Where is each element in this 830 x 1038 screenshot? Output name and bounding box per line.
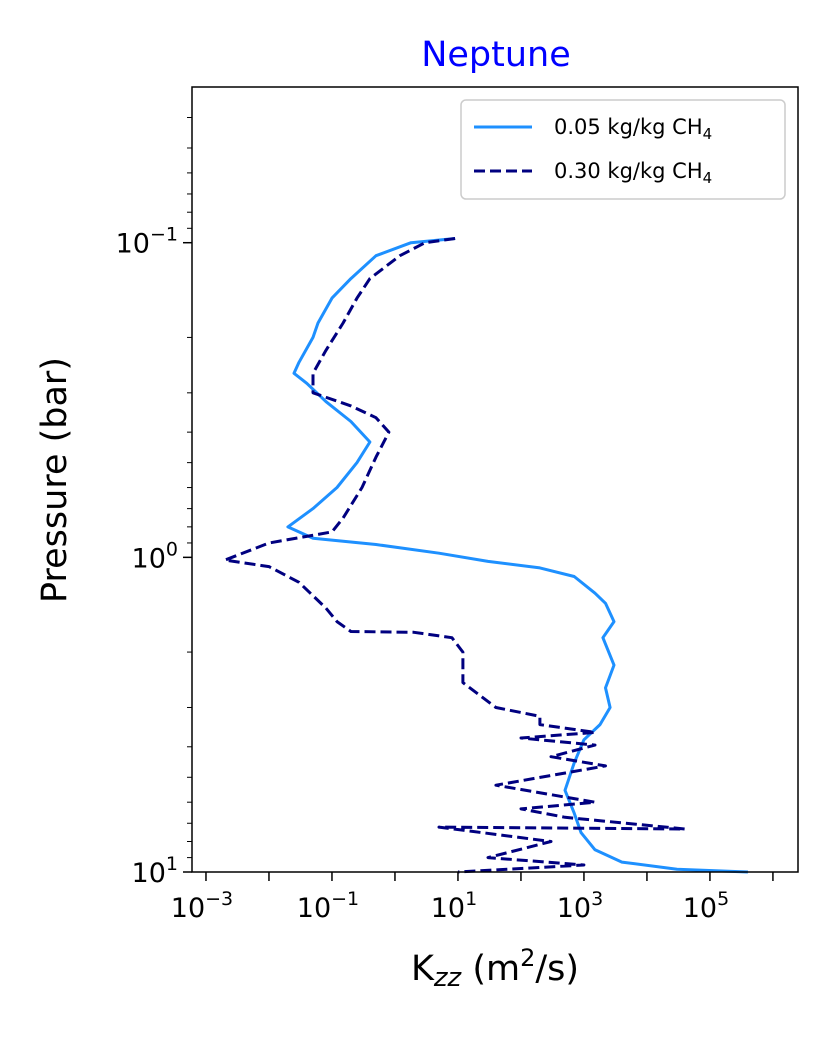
y-tick-base: 10 xyxy=(132,543,166,574)
series-line-solid xyxy=(286,237,748,874)
x-tick-exponent: −1 xyxy=(331,888,359,910)
x-tick-base: 10 xyxy=(683,893,717,924)
x-axis-label-main: K xyxy=(411,949,435,989)
x-axis-label-sub: zz xyxy=(433,963,463,993)
y-tick-base: 10 xyxy=(116,229,150,260)
x-tick-label: 10−3 xyxy=(171,888,233,924)
y-tick-label: 101 xyxy=(132,853,178,889)
x-tick-label: 105 xyxy=(683,888,729,924)
legend-box xyxy=(460,99,786,200)
x-tick-base: 10 xyxy=(557,893,591,924)
x-axis-label: Kzz (m2/s) xyxy=(411,944,579,993)
x-axis-label-sup: 2 xyxy=(520,944,535,972)
legend-label-1-sub: 4 xyxy=(703,169,713,187)
x-tick-base: 10 xyxy=(431,893,465,924)
x-tick-base: 10 xyxy=(297,893,331,924)
x-tick-label: 10−1 xyxy=(297,888,359,924)
x-tick-exponent: −3 xyxy=(205,888,233,910)
x-tick-exponent: 5 xyxy=(717,888,729,910)
x-tick-exponent: 3 xyxy=(591,888,603,910)
y-tick-label: 10−1 xyxy=(116,224,178,260)
legend: 0.05 kg/kg CH4 0.30 kg/kg CH4 xyxy=(460,99,786,200)
y-tick-exponent: 0 xyxy=(166,538,178,560)
legend-label-0-sub: 4 xyxy=(703,125,713,143)
y-tick-base: 10 xyxy=(132,858,166,889)
legend-label-0: 0.05 kg/kg CH4 xyxy=(554,115,712,143)
legend-label-0-text: 0.05 kg/kg CH xyxy=(554,115,703,139)
legend-label-1-text: 0.30 kg/kg CH xyxy=(554,159,703,183)
x-tick-exponent: 1 xyxy=(465,888,477,910)
x-tick-label: 103 xyxy=(557,888,603,924)
x-axis-label-unit-end: /s) xyxy=(535,949,579,989)
x-axis-ticks: 10−3 10−1 101 103 105 xyxy=(171,872,774,924)
legend-label-1: 0.30 kg/kg CH4 xyxy=(554,159,712,187)
x-axis-label-unit: (m xyxy=(461,949,520,989)
y-axis-label: Pressure (bar) xyxy=(35,357,75,603)
x-tick-base: 10 xyxy=(171,893,205,924)
x-tick-label: 101 xyxy=(431,888,477,924)
y-tick-exponent: 1 xyxy=(166,853,178,875)
series-line-dashed xyxy=(223,237,687,874)
plot-frame xyxy=(191,86,799,873)
chart-title: Neptune xyxy=(421,35,571,75)
y-tick-exponent: −1 xyxy=(150,224,178,246)
y-tick-label: 100 xyxy=(132,538,178,574)
series-layer xyxy=(223,237,748,874)
